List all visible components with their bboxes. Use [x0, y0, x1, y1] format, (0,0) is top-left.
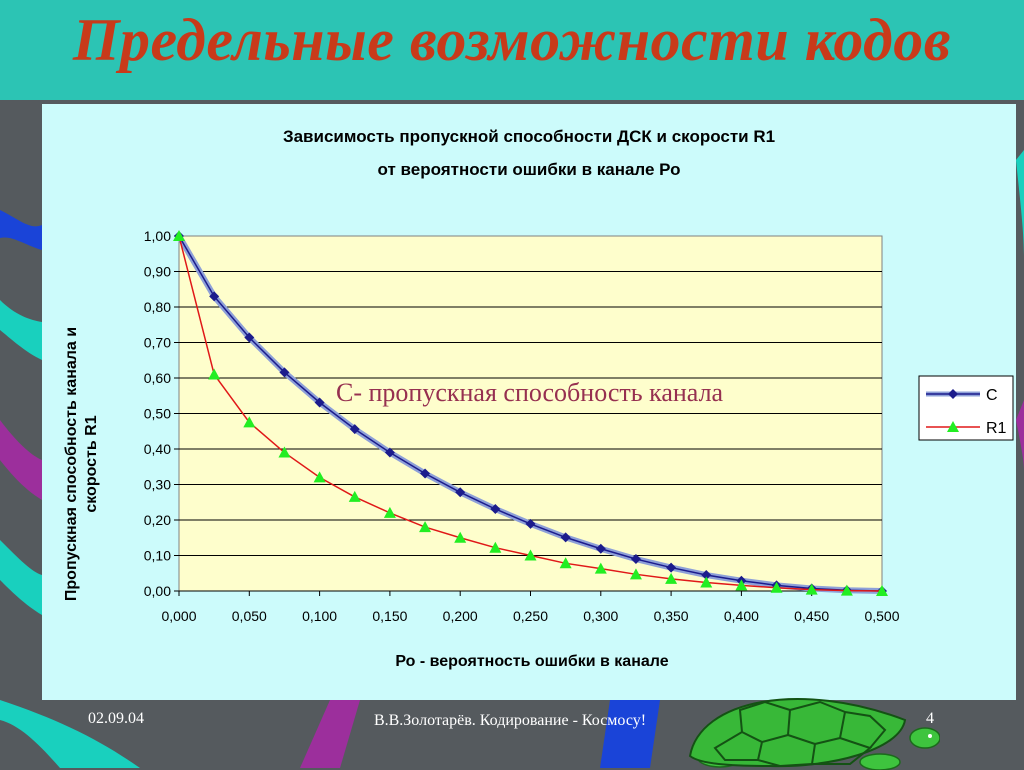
- series-r1-point: [840, 584, 853, 596]
- series-r1-point: [173, 230, 185, 241]
- series-c-point: [490, 503, 501, 514]
- series-r1-point: [454, 531, 467, 543]
- series-r1-point: [665, 572, 678, 584]
- series-r1-point: [805, 583, 818, 595]
- series-r1-point: [348, 490, 361, 502]
- series-c-point: [701, 570, 712, 581]
- x-tick-label: 0,300: [583, 608, 618, 624]
- chart-title: Зависимость пропускной способности ДСК и…: [283, 127, 775, 146]
- series-c-point: [560, 532, 571, 543]
- series-c-point: [420, 468, 431, 479]
- series-c-point: [525, 518, 536, 529]
- x-tick-label: 0,050: [232, 608, 267, 624]
- y-tick-label: 0,10: [144, 548, 171, 564]
- series-r1-point: [243, 416, 256, 428]
- series-c-point: [279, 367, 290, 378]
- legend: С R1: [918, 375, 1014, 441]
- x-tick-label: 0,000: [161, 608, 196, 624]
- footer-date: 02.09.04: [88, 710, 144, 727]
- x-tick-label: 0,150: [372, 608, 407, 624]
- y-axis-label-line: Пропускная способность канала и: [63, 327, 80, 601]
- series-r1-point: [876, 585, 888, 596]
- series-r1-point: [559, 557, 572, 569]
- series-r1-point: [629, 568, 642, 580]
- series-r1-point: [383, 506, 396, 518]
- series-r1-point: [208, 368, 221, 380]
- x-tick-label: 0,100: [302, 608, 337, 624]
- legend-r1-label: R1: [986, 420, 1007, 437]
- series-c-point: [455, 487, 466, 498]
- title-bar: [0, 0, 1024, 100]
- legend-c-marker: [948, 389, 958, 399]
- slide-title: Предельные возможности кодов: [72, 7, 952, 73]
- series-r1-point: [278, 446, 291, 458]
- series-r1-point: [700, 576, 713, 588]
- chart: Зависимость пропускной способности ДСК и…: [63, 127, 1014, 670]
- y-tick-label: 0,70: [144, 335, 171, 351]
- x-tick-label: 0,250: [513, 608, 548, 624]
- series-c-point: [384, 447, 395, 458]
- series-c-point: [595, 543, 606, 554]
- chart-subtitle: от вероятности ошибки в канале Ро: [378, 160, 681, 179]
- y-tick-label: 0,80: [144, 299, 171, 315]
- series-c-point: [244, 332, 255, 343]
- y-tick-label: 0,50: [144, 406, 171, 422]
- legend-c-label: С: [986, 387, 998, 404]
- series-c-point: [666, 562, 677, 573]
- x-tick-label: 0,350: [654, 608, 689, 624]
- legend-r1-marker: [947, 421, 959, 432]
- footer-author: В.В.Золотарёв. Кодирование - Космосу!: [373, 712, 647, 729]
- series-r1-point: [770, 581, 783, 593]
- x-tick-label: 0,500: [864, 608, 899, 624]
- y-tick-label: 0,30: [144, 477, 171, 493]
- x-tick-label: 0,450: [794, 608, 829, 624]
- series-r1-point: [735, 579, 748, 591]
- y-tick-label: 1,00: [144, 228, 171, 244]
- series-c-point: [349, 424, 360, 435]
- x-tick-label: 0,400: [724, 608, 759, 624]
- footer-page-number: 4: [926, 710, 934, 727]
- y-tick-label: 0,20: [144, 512, 171, 528]
- y-tick-label: 0,90: [144, 264, 171, 280]
- series-r1-point: [489, 541, 502, 553]
- y-tick-label: 0,40: [144, 441, 171, 457]
- y-tick-label: 0,00: [144, 583, 171, 599]
- series-r1-point: [594, 562, 607, 574]
- series-r1-point: [524, 549, 537, 561]
- x-tick-label: 0,200: [443, 608, 478, 624]
- series-c-point: [209, 291, 220, 302]
- chart-area: Зависимость пропускной способности ДСК и…: [42, 104, 1016, 700]
- turtle-image: [688, 698, 940, 770]
- series-c-point: [314, 397, 325, 408]
- series-r1-point: [419, 521, 432, 533]
- y-tick-label: 0,60: [144, 370, 171, 386]
- y-axis-label: Пропускная способность канала и скорость …: [63, 327, 100, 601]
- x-axis-label: Ро - вероятность ошибки в канале: [395, 653, 668, 670]
- y-axis-label-line: скорость R1: [83, 415, 100, 512]
- series-r1-point: [313, 471, 326, 483]
- series-c-point: [630, 554, 641, 565]
- capacity-note: С- пропускная способность канала: [336, 378, 724, 407]
